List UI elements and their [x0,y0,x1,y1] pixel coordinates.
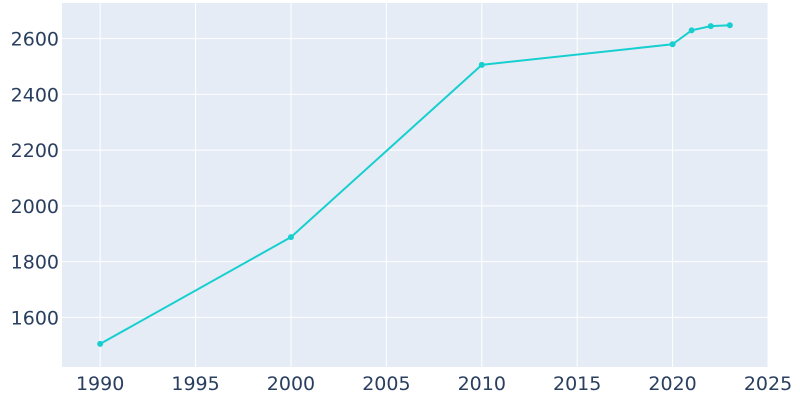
y-axis-ticks: 1600 1800 2000 2200 2400 2600 [11,29,59,330]
y-tick-label: 2200 [11,140,59,162]
data-point [669,41,676,48]
data-point [688,27,695,34]
y-tick-label: 2000 [11,196,59,218]
grid-lines [62,3,769,367]
x-tick-label: 2015 [553,373,601,395]
y-tick-label: 2400 [11,84,59,106]
data-point [707,23,714,30]
x-tick-label: 2010 [458,373,506,395]
data-points [97,22,733,347]
data-point [478,61,485,68]
y-tick-label: 2600 [11,29,59,51]
y-tick-label: 1600 [11,307,59,329]
x-tick-label: 2005 [362,373,410,395]
data-point [97,340,104,347]
plot-area [62,3,768,367]
x-axis-ticks: 1990 1995 2000 2005 2010 2015 2020 2025 [76,373,792,395]
y-tick-label: 1800 [11,252,59,274]
x-tick-label: 2025 [744,373,792,395]
x-tick-label: 2020 [648,373,696,395]
x-tick-label: 1995 [171,373,219,395]
x-tick-label: 2000 [267,373,315,395]
data-point [287,234,294,241]
data-point [726,22,733,29]
x-tick-label: 1990 [76,373,124,395]
